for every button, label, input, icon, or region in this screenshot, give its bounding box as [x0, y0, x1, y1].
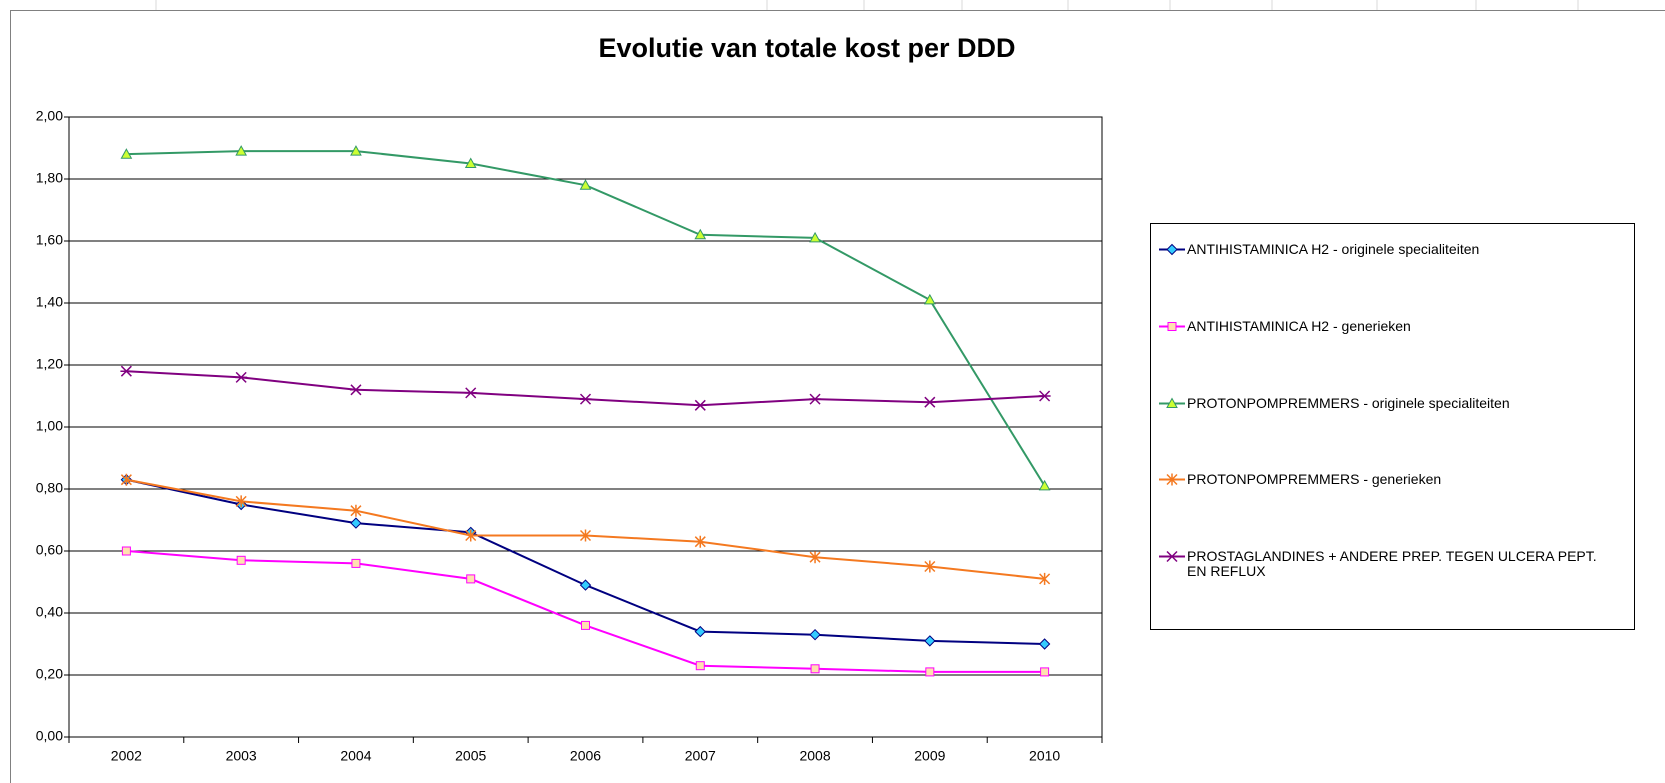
- marker: [120, 365, 133, 377]
- legend-label: ANTIHISTAMINICA H2 - generieken: [1187, 318, 1411, 334]
- marker: [465, 529, 477, 542]
- y-tick-label: 1,60: [36, 232, 63, 248]
- legend-swatch: [1159, 322, 1185, 331]
- x-tick-label: 2010: [1029, 748, 1060, 764]
- marker: [579, 179, 592, 190]
- marker: [1166, 243, 1178, 256]
- marker: [1166, 473, 1178, 486]
- marker: [924, 560, 936, 573]
- marker: [466, 574, 476, 584]
- legend-swatch: [1159, 397, 1185, 408]
- marker: [236, 555, 246, 565]
- marker: [351, 558, 361, 568]
- sheet-grid: [155, 0, 1579, 10]
- marker: [579, 529, 592, 542]
- marker: [120, 148, 133, 159]
- y-tick-label: 0,40: [36, 604, 63, 620]
- marker: [235, 145, 248, 156]
- chart-title: Evolutie van totale kost per DDD: [598, 33, 1015, 63]
- legend-item: ANTIHISTAMINICA H2 - originele specialit…: [1157, 242, 1479, 257]
- legend-label: PROTONPOMPREMMERS - generieken: [1187, 471, 1442, 487]
- x-tick-label: 2003: [226, 748, 257, 764]
- marker: [1039, 572, 1051, 585]
- y-tick-label: 0,20: [36, 666, 63, 682]
- x-tick-label: 2005: [455, 748, 486, 764]
- marker: [694, 625, 706, 638]
- marker: [1166, 550, 1178, 563]
- marker: [350, 504, 362, 517]
- marker: [1166, 397, 1178, 408]
- x-tick-label: 2004: [340, 748, 371, 764]
- x-tick-label: 2007: [685, 748, 716, 764]
- marker: [350, 145, 362, 156]
- legend: ANTIHISTAMINICA H2 - originele specialit…: [1150, 223, 1635, 630]
- marker: [694, 535, 706, 548]
- y-tick-label: 0,00: [36, 728, 63, 744]
- legend-label: ANTIHISTAMINICA H2 - originele specialit…: [1187, 241, 1480, 257]
- legend-label: PROTONPOMPREMMERS - originele specialite…: [1187, 395, 1510, 411]
- marker: [1038, 390, 1051, 402]
- marker: [349, 384, 362, 396]
- x-tick-label: 2002: [111, 748, 142, 764]
- legend-swatch: [1159, 243, 1185, 256]
- legend-item: PROTONPOMPREMMERS - originele specialite…: [1157, 396, 1510, 411]
- y-tick-label: 1,80: [36, 170, 63, 186]
- marker: [581, 620, 590, 630]
- x-tick-label: 2009: [914, 748, 945, 764]
- marker: [924, 635, 936, 647]
- marker: [809, 393, 822, 405]
- legend-item: PROSTAGLANDINES + ANDERE PREP. TEGEN ULC…: [1157, 549, 1617, 579]
- marker: [1040, 667, 1050, 677]
- y-tick-label: 1,20: [36, 356, 63, 372]
- marker: [579, 579, 592, 591]
- legend-item: PROTONPOMPREMMERS - generieken: [1157, 472, 1441, 487]
- marker: [925, 667, 935, 677]
- marker: [809, 628, 821, 641]
- marker: [120, 473, 132, 486]
- marker: [235, 495, 247, 508]
- legend-item: ANTIHISTAMINICA H2 - generieken: [1157, 319, 1411, 334]
- marker: [695, 661, 705, 671]
- y-tick-label: 2,00: [36, 108, 63, 124]
- marker: [1167, 322, 1177, 331]
- legend-swatch: [1159, 550, 1185, 563]
- marker: [464, 157, 477, 168]
- x-tick-label: 2006: [570, 748, 601, 764]
- y-tick-label: 1,40: [36, 294, 63, 310]
- marker: [350, 517, 362, 529]
- marker: [809, 231, 821, 243]
- y-tick-label: 1,00: [36, 418, 63, 434]
- marker: [809, 551, 821, 564]
- marker: [121, 546, 131, 556]
- y-tick-label: 0,80: [36, 480, 63, 496]
- marker: [579, 393, 592, 405]
- marker: [464, 387, 477, 399]
- marker: [694, 228, 707, 240]
- marker: [923, 293, 936, 305]
- marker: [923, 396, 936, 408]
- x-tick-label: 2008: [799, 748, 830, 764]
- legend-swatch: [1159, 473, 1185, 486]
- marker: [1038, 638, 1051, 650]
- marker: [235, 371, 248, 383]
- marker: [1038, 479, 1051, 491]
- marker: [694, 399, 707, 411]
- y-tick-label: 0,60: [36, 542, 63, 558]
- legend-label: PROSTAGLANDINES + ANDERE PREP. TEGEN ULC…: [1187, 548, 1597, 579]
- marker: [810, 664, 820, 674]
